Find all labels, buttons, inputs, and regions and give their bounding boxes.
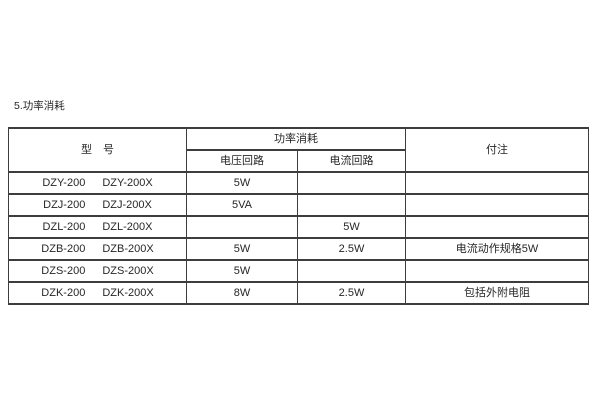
current-cell: 2.5W (297, 281, 406, 305)
note-cell (405, 193, 589, 217)
table-row-dzl: DZL-200 DZL-200X 5W (8, 215, 589, 239)
col-header-voltage-circuit: 电压回路 (186, 149, 298, 173)
voltage-cell: 5VA (186, 193, 298, 217)
col-header-model: 型 号 (8, 127, 187, 173)
model-name-x: DZJ-200X (102, 198, 152, 211)
voltage-cell: 8W (186, 281, 298, 305)
current-cell (297, 259, 406, 283)
table-row-dzj: DZJ-200 DZJ-200X 5VA (8, 193, 589, 217)
note-cell (405, 215, 589, 239)
model-cell: DZK-200 DZK-200X (8, 281, 187, 305)
current-cell (297, 193, 406, 217)
voltage-cell: 5W (186, 237, 298, 261)
model-name-x: DZS-200X (102, 264, 154, 277)
table-row-dzk: DZK-200 DZK-200X 8W 2.5W 包括外附电阻 (8, 281, 589, 305)
model-name: DZL-200 (42, 220, 86, 233)
model-cell: DZS-200 DZS-200X (8, 259, 187, 283)
note-cell: 包括外附电阻 (405, 281, 589, 305)
note-cell: 电流动作规格5W (405, 237, 589, 261)
model-name-x: DZB-200X (102, 242, 154, 255)
model-name: DZY-200 (42, 176, 86, 189)
model-cell: DZL-200 DZL-200X (8, 215, 187, 239)
header-row-sub: 电压回路 电流回路 (9, 149, 589, 173)
voltage-cell: 5W (186, 171, 298, 195)
section-title: 5.功率消耗 (14, 100, 65, 112)
model-cell: DZJ-200 DZJ-200X (8, 193, 187, 217)
table-row-dzs: DZS-200 DZS-200X 5W (8, 259, 589, 283)
model-name: DZJ-200 (43, 198, 86, 211)
current-cell: 5W (297, 215, 406, 239)
power-consumption-table: 型 号 功率消耗 付注 电压回路 电流回路 DZY-200 DZY-200X 5W… (8, 127, 589, 305)
col-header-current-circuit: 电流回路 (297, 149, 406, 173)
model-name-x: DZY-200X (102, 176, 153, 189)
header-row-top: 型 号 功率消耗 付注 (8, 127, 589, 173)
voltage-cell (186, 215, 298, 239)
model-name-x: DZK-200X (102, 286, 154, 299)
current-cell (297, 171, 406, 195)
model-cell: DZB-200 DZB-200X (8, 237, 187, 261)
model-name: DZS-200 (41, 264, 86, 277)
voltage-cell: 5W (186, 259, 298, 283)
col-header-power-group: 功率消耗 (186, 127, 406, 151)
model-name: DZB-200 (41, 242, 86, 255)
table-row-dzb: DZB-200 DZB-200X 5W 2.5W 电流动作规格5W (8, 237, 589, 261)
table-row-dzy: DZY-200 DZY-200X 5W (8, 171, 589, 195)
note-cell (405, 259, 589, 283)
current-cell: 2.5W (297, 237, 406, 261)
col-header-note: 付注 (405, 127, 589, 173)
note-cell (405, 171, 589, 195)
model-cell: DZY-200 DZY-200X (8, 171, 187, 195)
model-name: DZK-200 (41, 286, 86, 299)
model-name-x: DZL-200X (102, 220, 153, 233)
